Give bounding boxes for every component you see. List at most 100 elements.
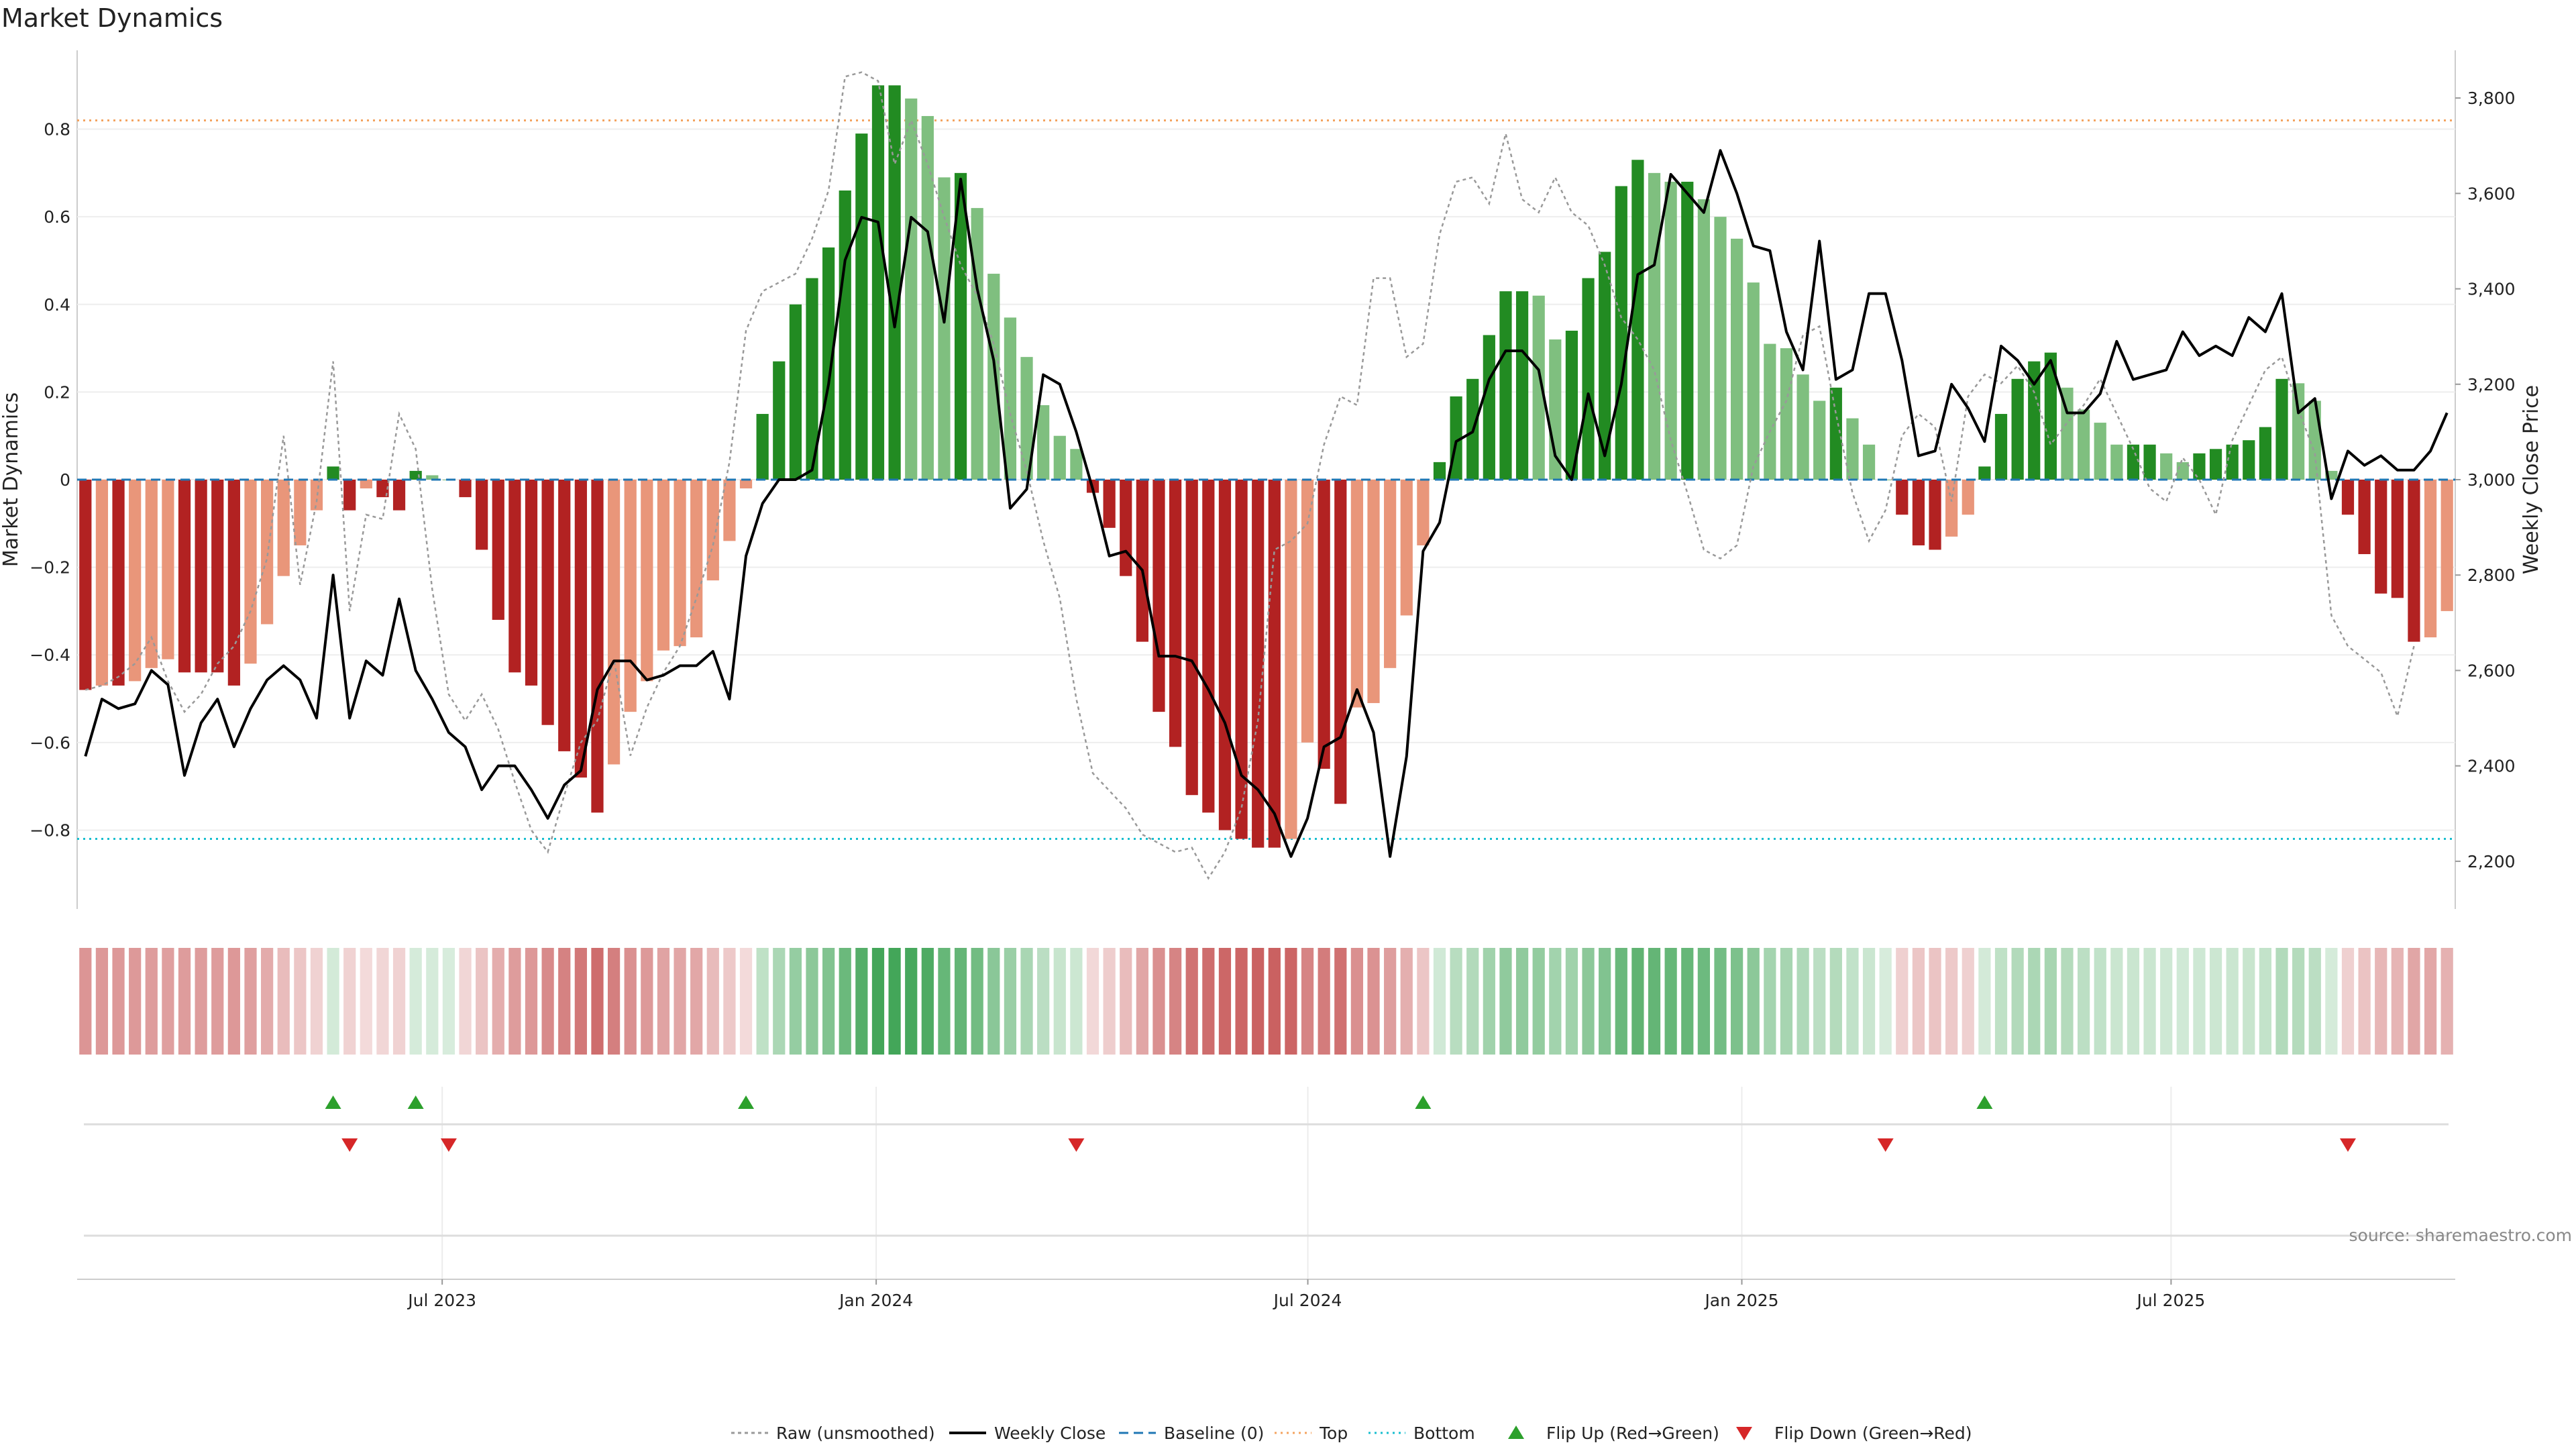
dynamics-bar	[1813, 400, 1826, 480]
regime-cell	[1120, 948, 1132, 1055]
dynamics-bar	[1962, 480, 1974, 515]
regime-cell	[1004, 948, 1017, 1055]
dynamics-bar	[2176, 462, 2189, 480]
dynamics-bar	[2193, 453, 2206, 480]
regime-cell	[1994, 948, 2008, 1055]
legend-swatch-flip-up	[1508, 1426, 1524, 1439]
regime-cell	[773, 948, 786, 1055]
y2-tick-label: 2,200	[2467, 852, 2516, 871]
dynamics-bar	[1697, 199, 1710, 480]
dynamics-bar	[1829, 387, 1842, 480]
dynamics-bar	[227, 480, 240, 686]
regime-cell	[227, 948, 240, 1055]
regime-cell	[1929, 948, 1941, 1055]
dynamics-bar	[2044, 352, 2057, 480]
regime-cell	[1697, 948, 1710, 1055]
regime-cell	[1912, 948, 1925, 1055]
flip-down-marker	[2339, 1138, 2356, 1152]
regime-cell	[343, 948, 356, 1055]
legend-item: Weekly Close	[949, 1424, 1106, 1443]
regime-cell	[1648, 948, 1661, 1055]
dynamics-bar	[954, 172, 967, 480]
regime-cell	[1252, 948, 1265, 1055]
regime-cell	[327, 948, 339, 1055]
chart-title: Market Dynamics	[1, 3, 223, 33]
flip-up-marker	[1415, 1095, 1432, 1109]
x-tick-label: Jul 2024	[1273, 1291, 1342, 1310]
regime-cell	[1334, 948, 1347, 1055]
y-tick-label: −0.4	[30, 645, 70, 665]
dynamics-bar	[806, 278, 818, 480]
regime-cell	[1169, 948, 1182, 1055]
regime-cell	[1499, 948, 1512, 1055]
dynamics-bar	[2408, 480, 2420, 642]
regime-cell	[1070, 948, 1083, 1055]
regime-cell	[1417, 948, 1430, 1055]
dynamics-bar	[641, 480, 653, 682]
dynamics-bar	[360, 480, 372, 489]
dynamics-bar	[2143, 444, 2156, 480]
regime-cell	[938, 948, 951, 1055]
regime-cell	[1384, 948, 1397, 1055]
y-tick-label: 0.6	[44, 207, 70, 227]
regime-cell	[2176, 948, 2189, 1055]
regime-cell	[1599, 948, 1611, 1055]
y2-tick-label: 3,200	[2467, 375, 2516, 394]
dynamics-bar	[2275, 378, 2288, 480]
dynamics-bar	[674, 480, 686, 647]
dynamics-bar	[822, 247, 835, 480]
regime-cell	[112, 948, 125, 1055]
regime-cell	[360, 948, 372, 1055]
dynamics-bar	[2375, 480, 2387, 594]
dynamics-bar	[1896, 480, 1909, 515]
dynamics-bar	[1945, 480, 1958, 537]
dynamics-bar	[591, 480, 604, 813]
regime-cell	[1367, 948, 1380, 1055]
regime-cell	[1466, 948, 1479, 1055]
dynamics-bar	[2308, 400, 2321, 480]
regime-cell	[591, 948, 604, 1055]
dynamics-bar	[145, 480, 158, 668]
regime-cell	[1235, 948, 1248, 1055]
dynamics-bar	[2061, 387, 2074, 480]
regime-strip	[79, 948, 2453, 1055]
dynamics-bar	[2358, 480, 2371, 555]
legend-label: Weekly Close	[994, 1424, 1106, 1443]
dynamics-bar	[1532, 295, 1545, 480]
dynamics-panel: −0.8 −0.6 −0.4 −0.2 0 0.2 0.4 0.6 0.8 2,200 2,400 2…	[0, 50, 2543, 909]
regime-cell	[95, 948, 109, 1055]
dynamics-bar	[1631, 160, 1644, 480]
dynamics-bar	[1318, 480, 1330, 769]
y-tick-label: −0.8	[30, 820, 70, 840]
regime-cell	[376, 948, 389, 1055]
regime-cell	[756, 948, 769, 1055]
regime-cell	[2044, 948, 2057, 1055]
regime-cell	[1846, 948, 1859, 1055]
regime-cell	[1978, 948, 1991, 1055]
regime-cell	[1747, 948, 1760, 1055]
dynamics-bar	[1764, 343, 1776, 480]
regime-cell	[1268, 948, 1281, 1055]
dynamics-bar	[1929, 480, 1941, 550]
dynamics-bar	[476, 480, 488, 550]
dynamics-bar	[1978, 466, 1991, 480]
dynamics-bar	[525, 480, 538, 686]
regime-cell	[1053, 948, 1066, 1055]
dynamics-bar	[409, 470, 422, 480]
regime-cell	[1037, 948, 1050, 1055]
dynamics-bar	[195, 480, 207, 673]
regime-cell	[2408, 948, 2420, 1055]
regime-cell	[574, 948, 587, 1055]
regime-cell	[195, 948, 207, 1055]
regime-cell	[674, 948, 686, 1055]
regime-cell	[129, 948, 142, 1055]
regime-cell	[1796, 948, 1809, 1055]
dynamics-bar	[1417, 480, 1430, 545]
dynamics-bar	[492, 480, 504, 620]
dynamics-bar	[1367, 480, 1380, 704]
regime-cell	[822, 948, 835, 1055]
dynamics-bar	[2110, 444, 2123, 480]
regime-cell	[541, 948, 554, 1055]
dynamics-bar	[294, 480, 307, 545]
dynamics-bar	[508, 480, 521, 673]
